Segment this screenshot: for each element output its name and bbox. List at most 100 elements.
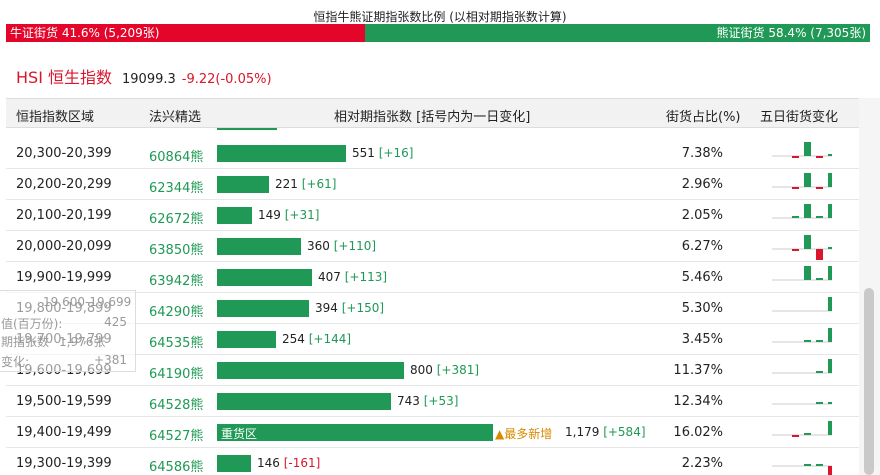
table-row[interactable]: 20,000-20,099 63850熊 360 [+110] 6.27% <box>6 231 859 262</box>
contracts-bar[interactable] <box>217 362 404 379</box>
index-price: 19099.3 <box>122 72 176 87</box>
sparkline-bar <box>804 173 811 187</box>
contracts-label: 407 [+113] <box>318 270 387 284</box>
five-day-sparkline <box>772 297 832 312</box>
row-range: 19,400-19,499 <box>16 425 112 440</box>
header-range: 恒指指数区域 <box>16 110 95 125</box>
index-quote: HSI 恒生指数 19099.3 -9.22(-0.05%) <box>16 64 272 87</box>
contracts-value: 146 <box>257 456 280 470</box>
contracts-bar[interactable] <box>217 331 276 348</box>
row-warrant-code[interactable]: 64527熊 <box>149 429 204 444</box>
row-share: 7.38% <box>681 146 723 161</box>
sparkline-bar <box>828 204 832 218</box>
sparkline-bar <box>792 156 799 158</box>
header-share: 街货占比(%) <box>666 110 741 125</box>
sparkline-bar <box>804 142 811 156</box>
row-range: 20,200-20,299 <box>16 177 112 192</box>
contracts-label: 1,179 [+584] <box>565 425 646 439</box>
row-warrant-code[interactable]: 60864熊 <box>149 150 204 165</box>
row-range: 20,100-20,199 <box>16 208 112 223</box>
row-warrant-code[interactable]: 63850熊 <box>149 243 204 258</box>
contracts-label: 254 [+144] <box>282 332 351 346</box>
table-row[interactable]: 19,900-19,999 63942熊 407 [+113] 5.46% <box>6 262 859 293</box>
contracts-value: 1,179 <box>565 425 600 439</box>
bear-ratio-segment: 熊证街货 58.4% (7,305张) <box>365 24 870 42</box>
row-share: 12.34% <box>673 394 723 409</box>
sparkline-bar <box>816 340 823 342</box>
contracts-bar[interactable] <box>217 393 391 410</box>
sparkline-bar <box>804 433 811 435</box>
table-header: 恒指指数区域 法兴精选 相对期指张数 [括号内为一日变化] 街货占比(%) 五日… <box>6 98 859 128</box>
contracts-bar[interactable] <box>217 300 309 317</box>
sparkline-bar <box>804 266 811 280</box>
table-row[interactable]: 20,200-20,299 62344熊 221 [+61] 2.96% <box>6 169 859 200</box>
sparkline-bar <box>792 249 799 251</box>
contracts-change: [+31] <box>284 208 320 222</box>
contracts-bar[interactable] <box>217 238 301 255</box>
sparkline-bar <box>804 204 811 218</box>
table-row[interactable]: 19,300-19,399 64586熊 146 [-161] 2.23% <box>6 448 859 475</box>
five-day-sparkline <box>772 421 832 437</box>
contracts-change: [+110] <box>333 239 377 253</box>
row-warrant-code[interactable]: 64586熊 <box>149 460 204 475</box>
header-contracts: 相对期指张数 [括号内为一日变化] <box>334 110 531 125</box>
contracts-bar[interactable] <box>217 424 493 441</box>
contracts-value: 743 <box>397 394 420 408</box>
contracts-bar[interactable] <box>217 145 346 162</box>
contracts-bar[interactable] <box>217 269 312 286</box>
row-share: 11.37% <box>673 363 723 378</box>
row-warrant-code[interactable]: 64535熊 <box>149 336 204 351</box>
hover-tooltip: 19,600-19,699 值(百万份): 425 期指张数 1,976张 变化… <box>0 290 136 372</box>
sparkline-bar <box>828 359 832 373</box>
five-day-sparkline <box>772 402 832 405</box>
row-range: 19,300-19,399 <box>16 456 112 471</box>
contracts-value: 394 <box>315 301 338 315</box>
row-warrant-code[interactable]: 63942熊 <box>149 274 204 289</box>
sparkline-bar <box>816 278 823 280</box>
table-row[interactable]: 19,500-19,599 64528熊 743 [+53] 12.34% <box>6 386 859 417</box>
sparkline-bar <box>828 297 832 311</box>
ratio-title: 恒指牛熊证期指张数比例 (以相对期指张数计算) <box>313 10 567 24</box>
index-name[interactable]: HSI 恒生指数 <box>16 68 112 87</box>
sparkline-bar <box>828 154 832 156</box>
table-row[interactable]: 19,400-19,499 64527熊 重货区 ▲最多新增 1,179 [+584] 1… <box>6 417 859 448</box>
contracts-value: 407 <box>318 270 341 284</box>
row-share: 16.02% <box>673 425 723 440</box>
row-share: 5.30% <box>681 301 723 316</box>
sparkline-bar <box>792 435 799 437</box>
contracts-bar[interactable] <box>217 176 269 193</box>
contracts-value: 254 <box>282 332 305 346</box>
contracts-label: 146 [-161] <box>257 456 320 470</box>
row-warrant-code[interactable]: 62672熊 <box>149 212 204 227</box>
sparkline-bar <box>828 421 832 435</box>
contracts-change: [+381] <box>436 363 480 377</box>
table-row[interactable]: 20,300-20,399 60864熊 551 [+16] 7.38% <box>6 138 859 169</box>
sparkline-bar <box>828 247 832 249</box>
table-row[interactable]: 20,100-20,199 62672熊 149 [+31] 2.05% <box>6 200 859 231</box>
row-warrant-code[interactable]: 64290熊 <box>149 305 204 320</box>
contracts-change: [+61] <box>301 177 337 191</box>
sparkline-bar <box>816 371 823 373</box>
row-warrant-code[interactable]: 64528熊 <box>149 398 204 413</box>
heavy-zone-label: 重货区 <box>221 427 258 441</box>
contracts-change: [+113] <box>344 270 388 284</box>
five-day-sparkline <box>772 464 832 475</box>
bull-bear-ratio-bar: 牛证街货 41.6% (5,209张) 熊证街货 58.4% (7,305张) <box>6 24 870 42</box>
most-new-badge: ▲最多新增 <box>495 427 553 441</box>
header-five-day: 五日街货变化 <box>760 110 839 125</box>
contracts-bar[interactable] <box>217 455 251 472</box>
contracts-label: 221 [+61] <box>275 177 336 191</box>
sparkline-bar <box>828 173 832 187</box>
row-range: 20,000-20,099 <box>16 239 112 254</box>
tooltip-range: 19,600-19,699 <box>43 295 132 309</box>
sparkline-bar <box>828 466 832 475</box>
contracts-bar[interactable] <box>217 207 252 224</box>
table-row[interactable]: 19,700-19,79964535熊254 [+144]3.45% <box>6 324 859 355</box>
scrollbar-thumb[interactable] <box>864 288 874 475</box>
sparkline-bar <box>804 340 811 342</box>
row-warrant-code[interactable]: 62344熊 <box>149 181 204 196</box>
contracts-change: [+53] <box>423 394 459 408</box>
sparkline-bar <box>816 402 823 404</box>
row-warrant-code[interactable]: 64190熊 <box>149 367 204 382</box>
row-share: 5.46% <box>681 270 723 285</box>
